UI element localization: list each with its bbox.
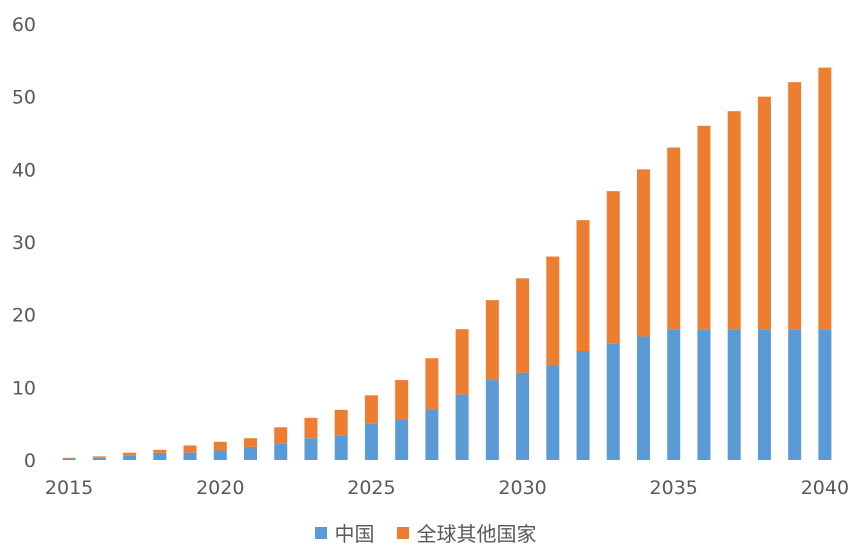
bar-rest-of-world-2039 — [788, 82, 802, 330]
bar-rest-of-world-2021 — [244, 438, 257, 447]
bar-rest-of-world-2030 — [516, 278, 530, 373]
legend-swatch-china — [314, 526, 327, 539]
y-axis: 0 10 20 30 40 50 60 — [12, 14, 36, 472]
bar-rest-of-world-2033 — [606, 191, 620, 344]
y-tick-label: 20 — [12, 305, 36, 327]
bar-rest-of-world-2024 — [334, 409, 348, 436]
bar-rest-of-world-2026 — [395, 380, 409, 421]
bar-rest-of-world-2035 — [667, 147, 681, 330]
bar-rest-of-world-2032 — [576, 220, 590, 351]
bar-china-2021 — [244, 446, 257, 460]
legend-item-rest-of-world: 全球其他国家 — [396, 518, 537, 547]
y-tick-label: 10 — [12, 377, 36, 399]
bar-china-2029 — [485, 380, 499, 460]
x-tick-label: 2030 — [498, 477, 546, 499]
bar-rest-of-world-2038 — [757, 96, 771, 330]
bar-china-2035 — [667, 329, 681, 460]
legend: 中国 全球其他国家 — [0, 518, 851, 547]
bar-rest-of-world-2017 — [123, 452, 137, 456]
bar-rest-of-world-2031 — [546, 256, 560, 366]
bar-rest-of-world-2016 — [92, 456, 106, 458]
bar-china-2027 — [425, 409, 439, 460]
bar-china-2036 — [697, 329, 711, 460]
legend-label-rest-of-world: 全球其他国家 — [416, 522, 537, 546]
bar-china-2026 — [395, 420, 409, 460]
bar-china-2040 — [818, 329, 832, 460]
x-tick-label: 2025 — [347, 477, 395, 499]
bar-rest-of-world-2023 — [304, 417, 318, 439]
y-tick-label: 40 — [12, 159, 36, 181]
x-axis: 2015 2020 2025 2030 2035 2040 — [45, 477, 849, 499]
bar-china-2015 — [62, 458, 76, 460]
bar-china-2039 — [788, 329, 802, 460]
bar-china-2038 — [757, 329, 771, 460]
bar-rest-of-world-2018 — [153, 449, 167, 453]
x-tick-label: 2020 — [196, 477, 244, 499]
y-tick-label: 50 — [12, 87, 36, 109]
x-tick-label: 2035 — [650, 477, 698, 499]
bar-china-2028 — [455, 394, 469, 460]
bar-china-2034 — [637, 336, 650, 460]
bar-china-2018 — [153, 452, 167, 460]
legend-label-china: 中国 — [334, 522, 375, 546]
bar-china-2019 — [183, 452, 197, 460]
bar-china-2016 — [92, 457, 106, 460]
bar-china-2031 — [546, 365, 560, 460]
bar-rest-of-world-2036 — [697, 125, 711, 330]
x-tick-label: 2015 — [45, 477, 93, 499]
bar-china-2023 — [304, 438, 318, 460]
bar-rest-of-world-2019 — [183, 445, 197, 453]
bar-china-2032 — [576, 351, 590, 460]
bar-china-2020 — [213, 450, 227, 460]
bars — [62, 67, 832, 460]
bar-china-2017 — [123, 455, 137, 460]
bar-china-2037 — [727, 329, 741, 460]
bar-china-2030 — [516, 372, 530, 460]
bar-rest-of-world-2027 — [425, 358, 439, 410]
bar-rest-of-world-2028 — [455, 329, 469, 395]
bar-china-2025 — [364, 423, 378, 460]
y-tick-label: 0 — [24, 450, 36, 472]
bar-rest-of-world-2020 — [213, 441, 227, 451]
bar-rest-of-world-2040 — [818, 67, 832, 330]
bar-rest-of-world-2034 — [637, 169, 650, 337]
x-tick-label: 2040 — [801, 477, 849, 499]
bar-rest-of-world-2029 — [485, 300, 499, 381]
y-tick-label: 60 — [12, 14, 36, 36]
y-tick-label: 30 — [12, 232, 36, 254]
bar-china-2033 — [606, 343, 620, 460]
legend-swatch-rest-of-world — [396, 526, 409, 539]
bar-rest-of-world-2022 — [274, 427, 288, 444]
bar-china-2022 — [274, 443, 288, 460]
bar-rest-of-world-2037 — [727, 111, 741, 330]
legend-item-china: 中国 — [314, 518, 375, 547]
bar-rest-of-world-2025 — [364, 395, 378, 424]
bar-rest-of-world-2015 — [62, 457, 76, 459]
bar-china-2024 — [334, 435, 348, 460]
